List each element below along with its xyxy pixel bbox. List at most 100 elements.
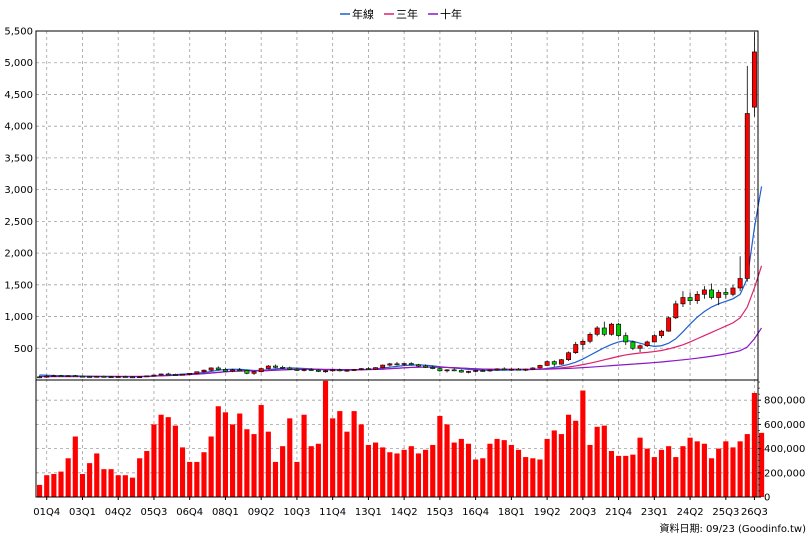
candle-body [237, 369, 243, 372]
candle-body [701, 289, 707, 295]
volume-bar [122, 475, 128, 497]
candle-body [37, 376, 43, 379]
volume-bar [630, 454, 636, 497]
candle-body [280, 367, 286, 369]
volume-bar [144, 451, 150, 497]
volume-bar [294, 461, 300, 497]
x-tick-label: 10Q3 [283, 507, 310, 518]
candle-body [501, 368, 507, 371]
volume-bar [501, 440, 507, 497]
x-tick-label: 20Q3 [569, 507, 596, 518]
x-tick-label: 14Q2 [391, 507, 418, 518]
volume-bar [487, 443, 493, 497]
volume-bar [658, 449, 665, 497]
candle-body [373, 367, 378, 370]
legend-label: 三年 [396, 7, 418, 21]
candle-body [637, 345, 643, 349]
volume-bar [523, 457, 529, 497]
x-tick-label: 11Q4 [319, 507, 346, 518]
volume-bar [265, 431, 271, 497]
candle-body [723, 292, 729, 295]
price-tick-label: 1,500 [4, 280, 33, 291]
candle-body [294, 368, 300, 371]
candle-body [673, 303, 679, 319]
legend-label: 年線 [352, 7, 374, 21]
volume-bar [544, 438, 550, 497]
volume-bar [687, 437, 693, 497]
volume-bar [315, 443, 321, 497]
volume-bar [237, 413, 243, 497]
candle-body [401, 363, 407, 365]
volume-bar [158, 414, 164, 497]
candle-body [351, 369, 357, 371]
candle-body [94, 376, 100, 378]
volume-tick-label: 0 [764, 493, 770, 504]
candle-body [251, 371, 257, 374]
volume-bar [272, 461, 279, 497]
volume-bar [394, 453, 400, 497]
volume-bar [401, 449, 407, 497]
volume-bar [179, 447, 186, 497]
candle-body [151, 374, 157, 377]
x-tick-label: 09Q2 [248, 507, 275, 518]
volume-bar [701, 443, 707, 497]
candle-body [222, 369, 228, 372]
volume-bar [737, 441, 743, 497]
candle-body [387, 363, 393, 366]
candle-body [323, 370, 328, 373]
volume-bar [322, 380, 329, 497]
candle-body [165, 373, 171, 376]
price-tick-label: 3,000 [4, 185, 33, 196]
candle-body [630, 341, 636, 349]
volume-bar [587, 444, 593, 497]
candle-body [394, 363, 400, 366]
candle-body [616, 323, 622, 336]
volume-panel [37, 380, 765, 497]
candle-body [530, 367, 536, 370]
candle-body [265, 365, 271, 369]
candle-body [416, 364, 421, 367]
price-tick-label: 5,500 [4, 27, 33, 38]
volume-bar [623, 455, 629, 497]
x-tick-label: 15Q3 [426, 507, 453, 518]
candle-body [573, 344, 579, 354]
candle-body [651, 335, 657, 343]
candle-body [172, 374, 178, 376]
volume-bar [58, 471, 64, 497]
candle-body [451, 369, 457, 372]
candle-body [58, 375, 64, 377]
volume-bar [194, 461, 200, 497]
price-tick-label: 500 [14, 344, 33, 355]
volume-bar [494, 438, 500, 497]
candle-body [473, 370, 479, 372]
candle-body [487, 369, 493, 372]
candle-body [609, 323, 614, 335]
candle-body [458, 370, 464, 373]
volume-bar [444, 424, 450, 497]
volume-bar [358, 424, 364, 497]
volume-bar [673, 457, 679, 497]
volume-bar [558, 434, 564, 497]
candle-body [144, 375, 150, 378]
candle-body [101, 376, 107, 378]
volume-bar [565, 414, 572, 497]
volume-bar [551, 430, 557, 497]
volume-bar [287, 418, 293, 497]
volume-bar [508, 444, 514, 497]
volume-bar [72, 436, 78, 497]
volume-bar [515, 449, 522, 497]
ma-line-年線 [39, 186, 763, 378]
volume-bar [244, 429, 250, 497]
candle-body [301, 369, 307, 371]
candle-body [208, 367, 214, 371]
volume-bar [759, 432, 765, 497]
candle-body [466, 371, 471, 373]
volume-bar [458, 438, 464, 497]
volume-bar [337, 411, 343, 497]
volume-bar [108, 469, 114, 497]
x-tick-label: 23Q1 [641, 507, 668, 518]
ma-line-三年 [39, 265, 763, 378]
volume-bar [251, 434, 257, 497]
x-tick-label: 19Q2 [534, 507, 561, 518]
candle-body [623, 335, 629, 343]
